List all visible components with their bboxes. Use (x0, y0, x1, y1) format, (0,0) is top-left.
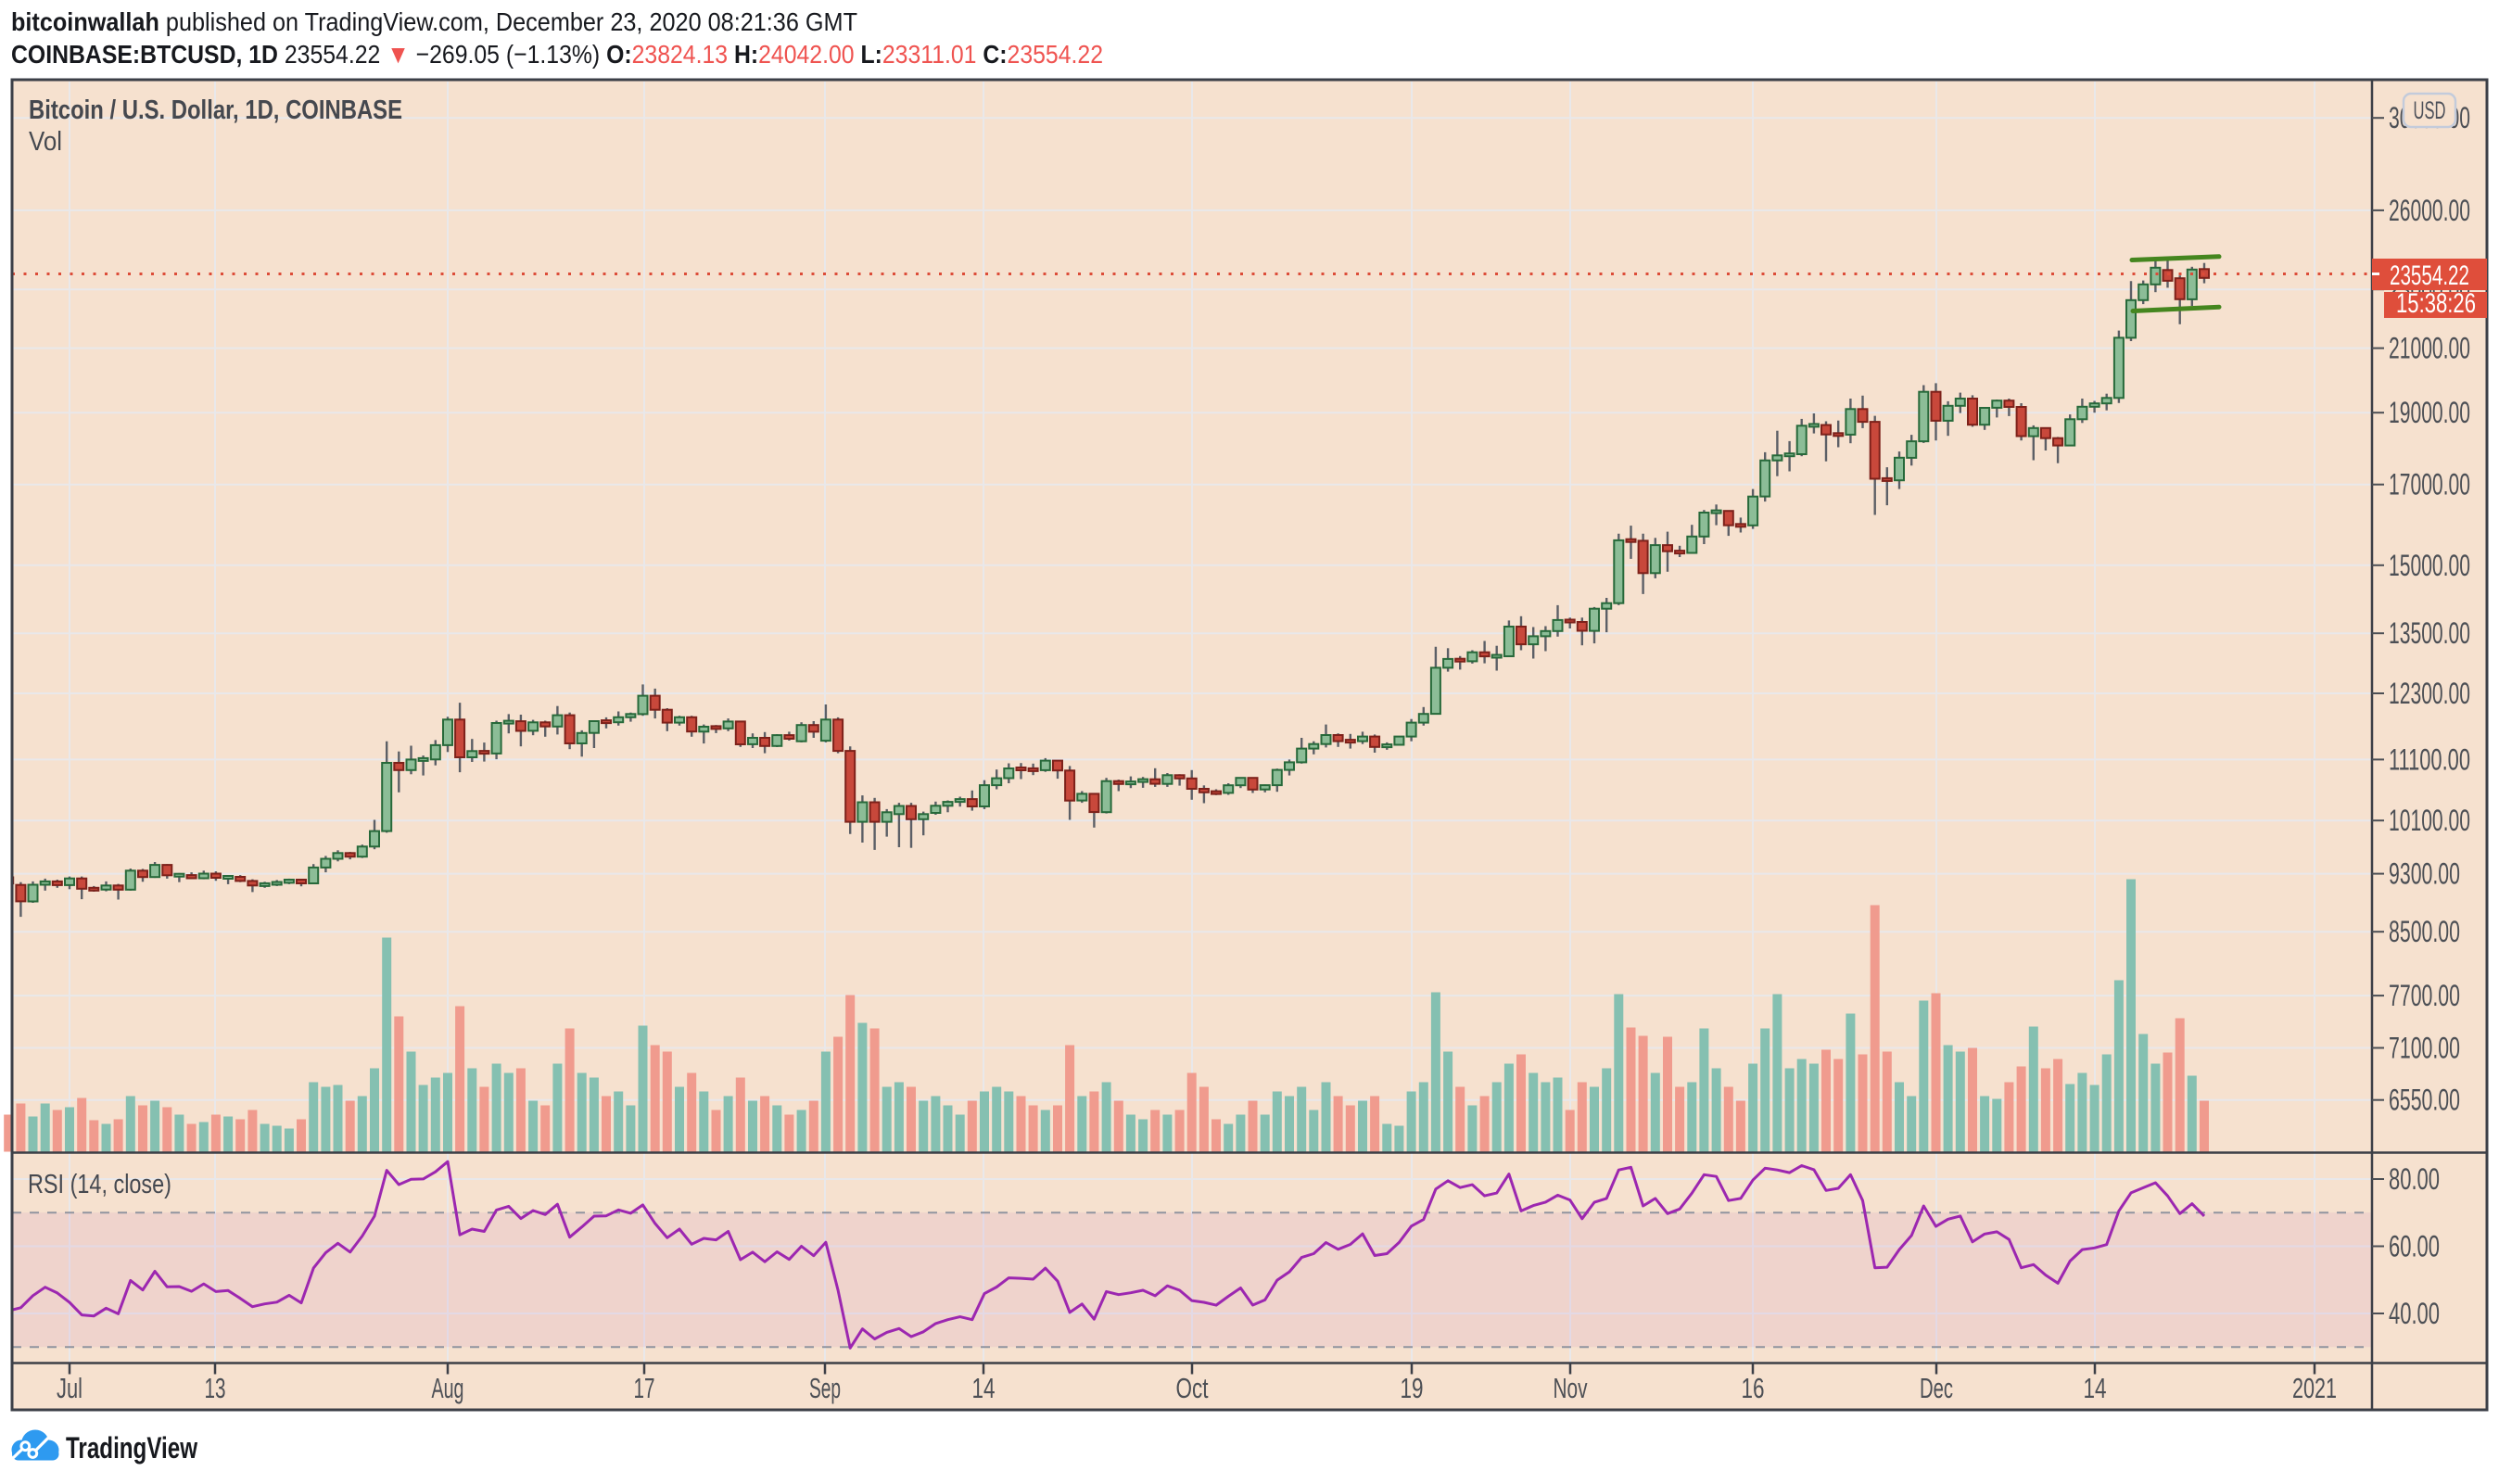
svg-text:COINBASE:BTCUSD, 1D 23554.22: COINBASE:BTCUSD, 1D 23554.22 ▼ −269.05 (… (11, 40, 1103, 69)
svg-text:7100.00: 7100.00 (2389, 1032, 2460, 1065)
svg-text:13500.00: 13500.00 (2389, 616, 2470, 650)
svg-text:9300.00: 9300.00 (2389, 857, 2460, 891)
svg-text:19: 19 (1401, 1372, 1424, 1404)
svg-text:8500.00: 8500.00 (2389, 915, 2460, 948)
svg-text:Sep: Sep (809, 1372, 841, 1404)
svg-text:17000.00: 17000.00 (2389, 468, 2470, 501)
svg-text:2021: 2021 (2292, 1372, 2337, 1404)
svg-text:Nov: Nov (1554, 1372, 1588, 1404)
svg-text:USD: USD (2414, 96, 2446, 124)
svg-text:12300.00: 12300.00 (2389, 677, 2470, 710)
svg-text:Aug: Aug (432, 1372, 464, 1404)
svg-text:19000.00: 19000.00 (2389, 396, 2470, 429)
svg-text:14: 14 (2084, 1372, 2107, 1404)
svg-text:bitcoinwallah published on Tra: bitcoinwallah published on TradingView.c… (11, 7, 857, 36)
svg-text:Jul: Jul (57, 1372, 82, 1404)
svg-text:TradingView: TradingView (66, 1431, 197, 1465)
svg-text:60.00: 60.00 (2389, 1230, 2440, 1263)
svg-text:RSI (14, close): RSI (14, close) (28, 1170, 171, 1199)
svg-text:Vol: Vol (29, 127, 62, 157)
svg-text:6550.00: 6550.00 (2389, 1084, 2460, 1117)
svg-text:Bitcoin / U.S. Dollar, 1D, COI: Bitcoin / U.S. Dollar, 1D, COINBASE (29, 95, 402, 125)
svg-text:15:38:26: 15:38:26 (2396, 288, 2476, 319)
svg-text:14: 14 (972, 1372, 996, 1404)
svg-text:10100.00: 10100.00 (2389, 804, 2470, 837)
svg-text:80.00: 80.00 (2389, 1162, 2440, 1196)
svg-text:13: 13 (205, 1372, 226, 1404)
svg-text:16: 16 (1742, 1372, 1765, 1404)
svg-text:40.00: 40.00 (2389, 1297, 2440, 1330)
svg-text:11100.00: 11100.00 (2389, 742, 2470, 776)
svg-text:7700.00: 7700.00 (2389, 979, 2460, 1012)
svg-text:21000.00: 21000.00 (2389, 332, 2470, 365)
svg-text:26000.00: 26000.00 (2389, 194, 2470, 227)
svg-text:17: 17 (634, 1372, 655, 1404)
svg-text:23554.22: 23554.22 (2390, 260, 2469, 291)
svg-text:15000.00: 15000.00 (2389, 549, 2470, 582)
svg-text:Oct: Oct (1176, 1372, 1209, 1404)
svg-text:Dec: Dec (1920, 1372, 1953, 1404)
